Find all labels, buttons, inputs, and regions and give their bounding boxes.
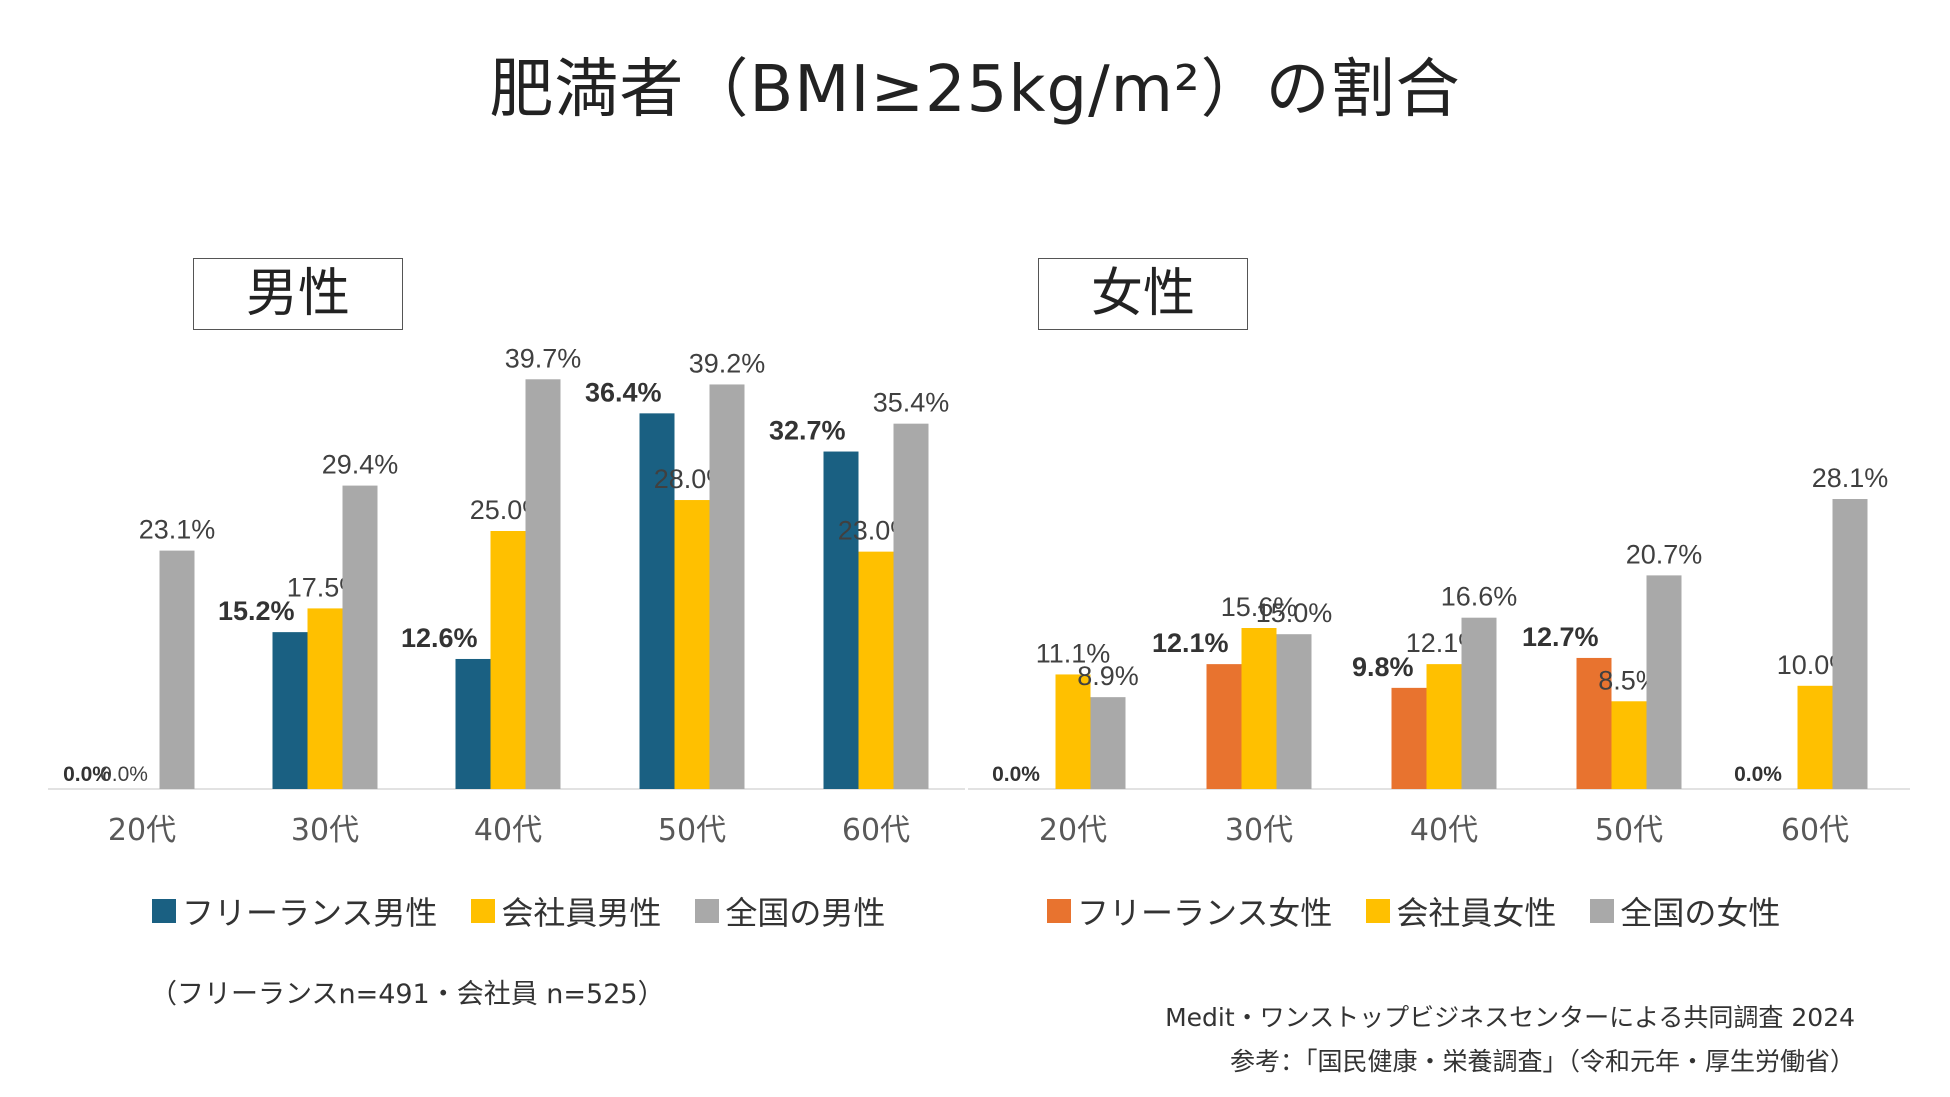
bar [1091, 697, 1126, 789]
data-label: 28.1% [1812, 463, 1889, 493]
bar [1798, 686, 1833, 789]
bar [491, 531, 526, 789]
data-label: 35.4% [873, 388, 950, 418]
female-legend: フリーランス女性 会社員女性 全国の女性 [1047, 888, 1814, 934]
category-label: 50代 [658, 813, 726, 848]
data-label: 23.1% [139, 515, 216, 545]
category-label: 30代 [291, 813, 359, 848]
data-label: 39.7% [505, 343, 582, 373]
bar [824, 452, 859, 789]
legend-label: フリーランス女性 [1077, 888, 1332, 934]
category-label: 20代 [1039, 813, 1107, 848]
data-label: 36.4% [585, 377, 662, 407]
male-legend: フリーランス男性 会社員男性 全国の男性 [152, 888, 919, 934]
legend-item-company-male: 会社員男性 [471, 888, 661, 934]
legend-swatch [1366, 899, 1390, 923]
data-label: 8.9% [1077, 661, 1139, 691]
bar [859, 552, 894, 789]
bar [1056, 674, 1091, 789]
data-label: 12.6% [401, 623, 478, 653]
bar [1392, 688, 1427, 789]
data-label: 12.7% [1522, 622, 1599, 652]
bar [675, 500, 710, 789]
bar [456, 659, 491, 789]
bar [1277, 634, 1312, 789]
bar [710, 384, 745, 789]
credit-line-1: Medit・ワンストップビジネスセンターによる共同調査 2024 [1165, 998, 1855, 1034]
legend-swatch [695, 899, 719, 923]
data-label: 9.8% [1352, 652, 1414, 682]
data-label: 12.1% [1152, 628, 1229, 658]
male-panel-title: 男性 [193, 258, 403, 330]
bar [1242, 628, 1277, 789]
legend-item-national-male: 全国の男性 [695, 888, 885, 934]
bar [343, 486, 378, 789]
female-panel-title: 女性 [1038, 258, 1248, 330]
bar [1207, 664, 1242, 789]
category-label: 20代 [108, 813, 176, 848]
category-label: 60代 [842, 813, 910, 848]
legend-swatch [152, 899, 176, 923]
category-label: 50代 [1595, 813, 1663, 848]
category-label: 30代 [1225, 813, 1293, 848]
legend-label: フリーランス男性 [182, 888, 437, 934]
data-label: 15.2% [218, 596, 295, 626]
bar [273, 632, 308, 789]
legend-item-freelance-female: フリーランス女性 [1047, 888, 1332, 934]
category-label: 60代 [1781, 813, 1849, 848]
legend-item-national-female: 全国の女性 [1590, 888, 1780, 934]
data-label: 20.7% [1626, 539, 1703, 569]
legend-swatch [471, 899, 495, 923]
bar [160, 551, 195, 789]
category-label: 40代 [1410, 813, 1478, 848]
bar [308, 608, 343, 789]
legend-label: 会社員男性 [501, 888, 661, 934]
bar [1833, 499, 1868, 789]
legend-swatch [1047, 899, 1071, 923]
bar [526, 379, 561, 789]
data-label: 0.0% [100, 763, 148, 786]
bar [1647, 575, 1682, 789]
category-label: 40代 [474, 813, 542, 848]
data-label: 0.0% [1734, 763, 1782, 786]
bar [1462, 618, 1497, 789]
data-label: 32.7% [769, 416, 846, 446]
data-label: 29.4% [322, 450, 399, 480]
data-label: 15.0% [1256, 598, 1333, 628]
data-label: 39.2% [689, 348, 766, 378]
legend-item-company-female: 会社員女性 [1366, 888, 1556, 934]
bar [1612, 701, 1647, 789]
legend-item-freelance-male: フリーランス男性 [152, 888, 437, 934]
credit-line-2: 参考：「国民健康・栄養調査」（令和元年・厚生労働省） [1230, 1042, 1855, 1078]
bar [894, 424, 929, 789]
legend-label: 全国の女性 [1620, 888, 1780, 934]
data-label: 16.6% [1441, 582, 1518, 612]
sample-size-note: （フリーランスn=491・会社員 n=525） [150, 972, 665, 1011]
legend-label: 会社員女性 [1396, 888, 1556, 934]
legend-label: 全国の男性 [725, 888, 885, 934]
data-label: 0.0% [992, 763, 1040, 786]
bar [1427, 664, 1462, 789]
legend-swatch [1590, 899, 1614, 923]
